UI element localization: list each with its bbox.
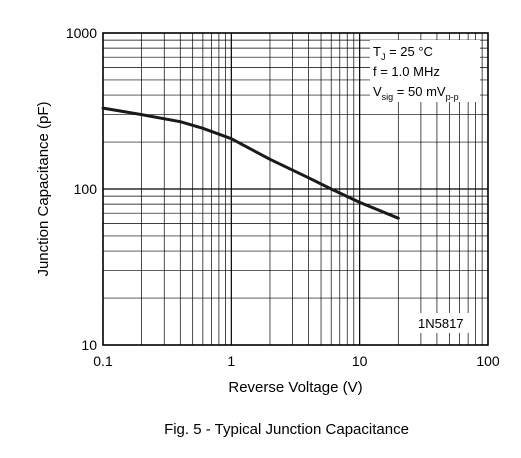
figure-caption: Fig. 5 - Typical Junction Capacitance: [164, 421, 409, 438]
x-axis-title: Reverse Voltage (V): [228, 379, 362, 396]
y-tick-label: 100: [74, 181, 98, 197]
part-label-box: [414, 313, 472, 333]
figure-caption-wrap: Fig. 5 - Typical Junction Capacitance: [0, 421, 521, 438]
series-group: [101, 106, 400, 220]
plot-frame: [102, 32, 489, 346]
conditions-box: [370, 40, 480, 102]
y-tick-label: 10: [81, 337, 97, 353]
x-tick-label: 100: [476, 353, 500, 369]
condition-frequency: f = 1.0 MHz: [373, 64, 440, 79]
tick-labels: 0.1 1 10 100 10 100 1000: [66, 25, 500, 369]
x-tick-label: 0.1: [93, 353, 113, 369]
y-axis-title: Junction Capacitance (pF): [35, 101, 52, 276]
x-tick-label: 1: [227, 353, 235, 369]
part-number-label: 1N5817: [418, 316, 464, 331]
series-line: [101, 106, 400, 220]
condition-signal-voltage: Vsig = 50 mVp-p: [373, 84, 459, 102]
y-tick-label: 1000: [66, 25, 97, 41]
x-tick-label: 10: [352, 353, 368, 369]
condition-temperature: TJ = 25 °C: [373, 44, 433, 62]
